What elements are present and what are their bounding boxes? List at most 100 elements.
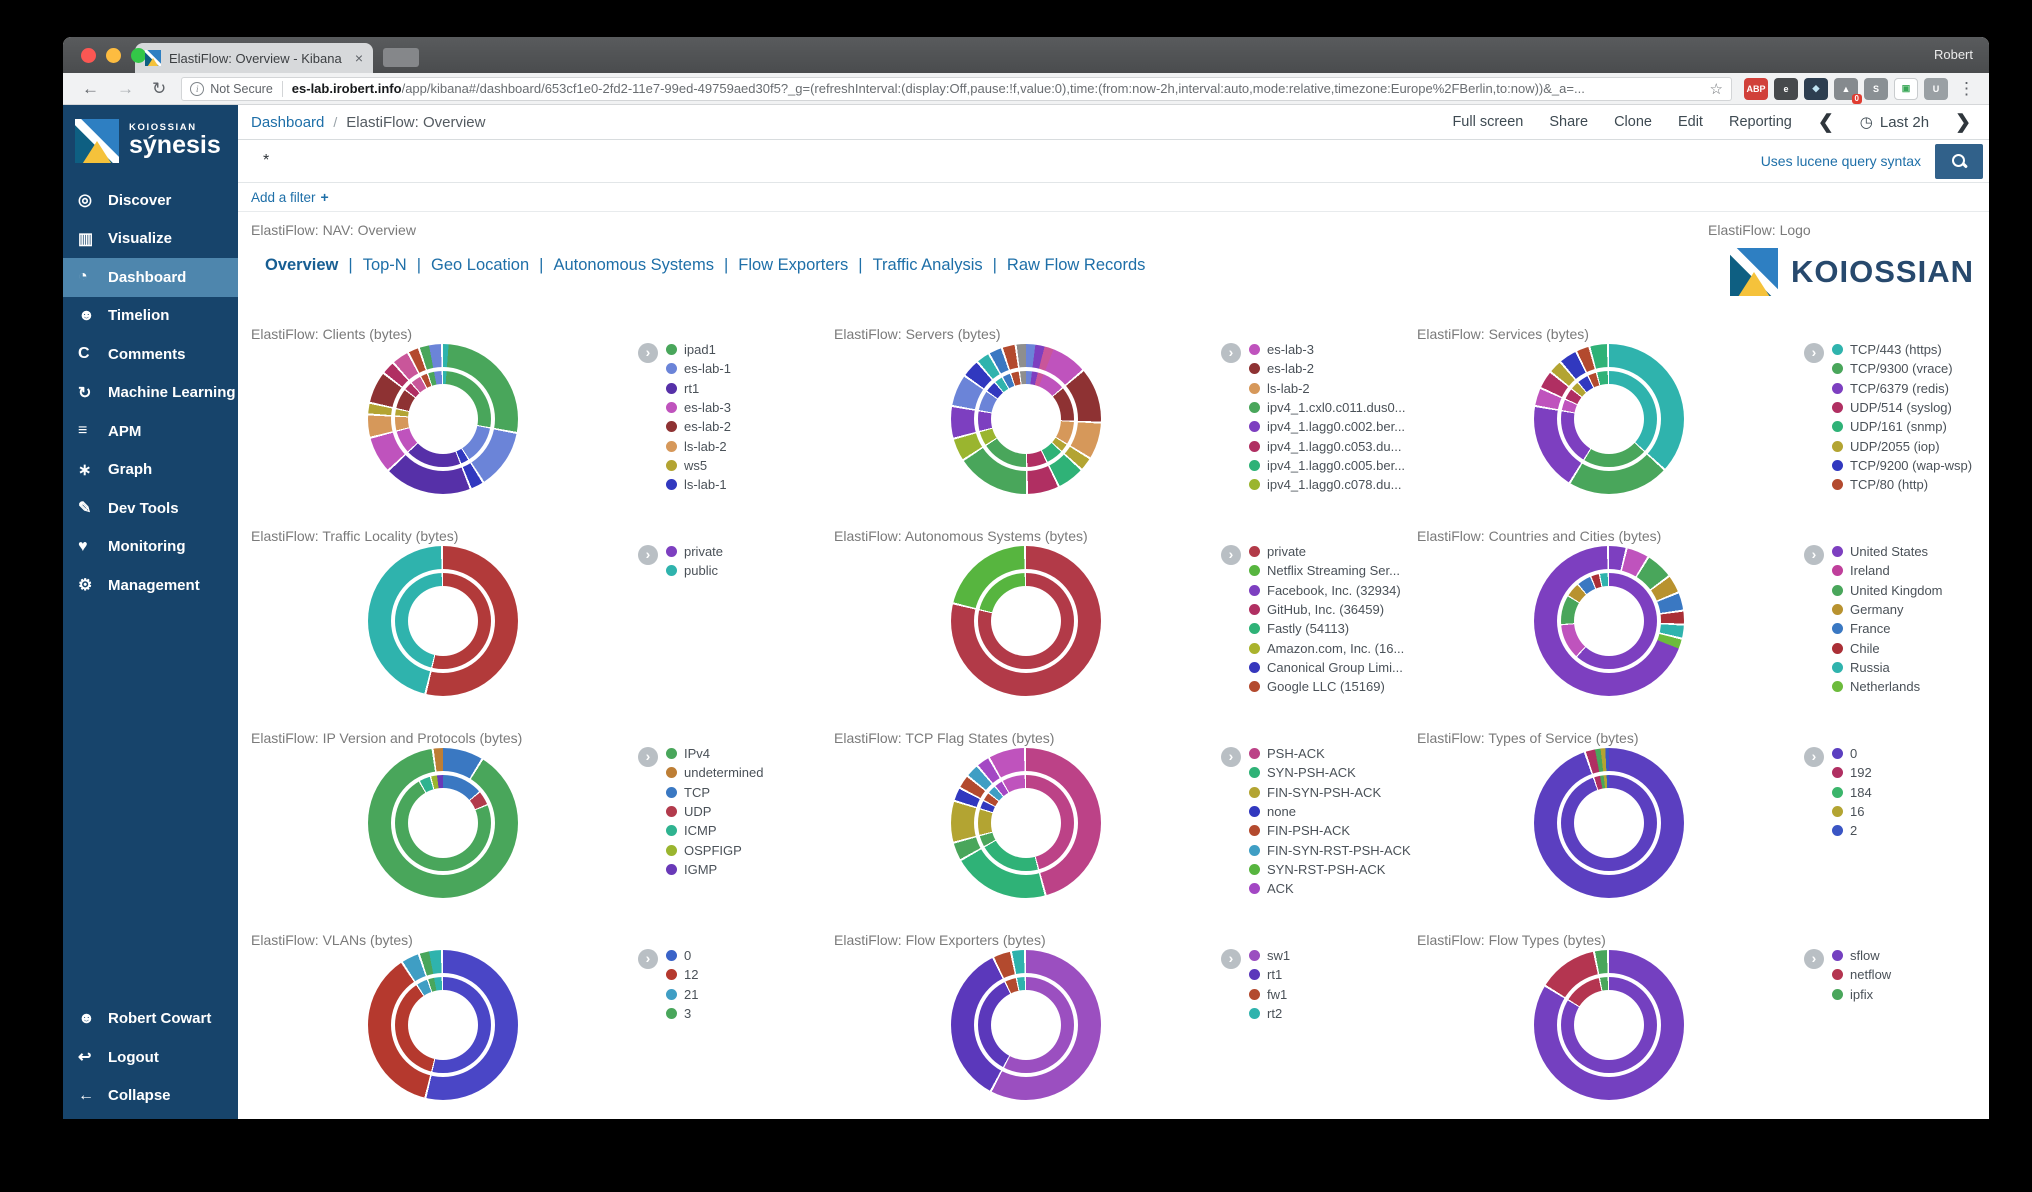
legend-item[interactable]: Chile (1832, 638, 1943, 657)
sidebar-item-machine-learning[interactable]: ↻ Machine Learning (63, 374, 238, 413)
minimize-window-button[interactable] (106, 48, 121, 63)
browser-profile-name[interactable]: Robert (1933, 47, 1973, 62)
reload-icon[interactable]: ↻ (152, 78, 167, 98)
time-picker[interactable]: ◷ Last 2h (1860, 113, 1929, 132)
forward-icon[interactable]: → (117, 78, 134, 98)
donut-chart-flow-types[interactable] (1534, 950, 1684, 1100)
legend-item[interactable]: ipad1 (666, 340, 731, 359)
navlink-flow-exporters[interactable]: Flow Exporters (738, 256, 849, 274)
legend-item[interactable]: TCP/80 (http) (1832, 475, 1972, 494)
sidebar-item-graph[interactable]: ∗ Graph (63, 451, 238, 490)
legend-item[interactable]: TCP (666, 783, 764, 802)
close-window-button[interactable] (81, 48, 96, 63)
legend-item[interactable]: ls-lab-2 (1249, 379, 1406, 398)
sidebar-footer-logout[interactable]: ↩ Logout (63, 1038, 238, 1077)
legend-item[interactable]: Fastly (54113) (1249, 619, 1404, 638)
legend-item[interactable]: IGMP (666, 860, 764, 879)
legend-item[interactable]: TCP/443 (https) (1832, 340, 1972, 359)
navlink-geo-location[interactable]: Geo Location (431, 256, 530, 274)
legend-item[interactable]: OSPFIGP (666, 840, 764, 859)
legend-toggle-icon[interactable]: › (638, 949, 658, 969)
legend-item[interactable]: ipfix (1832, 985, 1891, 1004)
legend-item[interactable]: ipv4_1.lagg0.c053.du... (1249, 436, 1406, 455)
legend-item[interactable]: 3 (666, 1004, 698, 1023)
legend-item[interactable]: ipv4_1.lagg0.c005.ber... (1249, 456, 1406, 475)
legend-item[interactable]: FIN-PSH-ACK (1249, 821, 1411, 840)
legend-item[interactable]: ws5 (666, 456, 731, 475)
extension-screen-capture[interactable]: ▣ (1894, 77, 1918, 100)
legend-item[interactable]: Google LLC (15169) (1249, 677, 1404, 696)
legend-item[interactable]: es-lab-2 (1249, 359, 1406, 378)
legend-item[interactable]: Netflix Streaming Ser... (1249, 561, 1404, 580)
legend-item[interactable]: ipv4_1.cxl0.c011.dus0... (1249, 398, 1406, 417)
time-forward-icon[interactable]: ❯ (1955, 111, 1971, 133)
legend-toggle-icon[interactable]: › (1221, 747, 1241, 767)
legend-item[interactable]: 192 (1832, 763, 1872, 782)
sidebar-item-visualize[interactable]: ▥ Visualize (63, 220, 238, 259)
sidebar-item-discover[interactable]: ◎ Discover (63, 181, 238, 220)
legend-toggle-icon[interactable]: › (1804, 343, 1824, 363)
extension-badge-zero[interactable]: ▲ 0 (1834, 77, 1862, 104)
legend-item[interactable]: TCP/9300 (vrace) (1832, 359, 1972, 378)
donut-chart-clients[interactable] (368, 344, 518, 494)
sidebar-item-dev-tools[interactable]: ✎ Dev Tools (63, 489, 238, 528)
info-icon[interactable]: i (190, 81, 205, 96)
extension-adblock-plus[interactable]: ABP (1744, 77, 1768, 100)
legend-item[interactable]: 16 (1832, 802, 1872, 821)
action-reporting[interactable]: Reporting (1728, 114, 1792, 130)
legend-item[interactable]: private (1249, 542, 1404, 561)
lucene-syntax-link[interactable]: Uses lucene query syntax (1760, 153, 1921, 169)
legend-toggle-icon[interactable]: › (1221, 949, 1241, 969)
action-share[interactable]: Share (1549, 114, 1589, 130)
legend-item[interactable]: France (1832, 619, 1943, 638)
legend-item[interactable]: FIN-SYN-RST-PSH-ACK (1249, 840, 1411, 859)
legend-toggle-icon[interactable]: › (638, 747, 658, 767)
action-full-screen[interactable]: Full screen (1452, 114, 1524, 130)
add-filter-plus-icon[interactable]: + (320, 189, 329, 205)
legend-item[interactable]: 12 (666, 965, 698, 984)
legend-toggle-icon[interactable]: › (1804, 747, 1824, 767)
donut-chart-flow-exporters[interactable] (951, 950, 1101, 1100)
sidebar-item-monitoring[interactable]: ♥ Monitoring (63, 528, 238, 567)
legend-item[interactable]: Amazon.com, Inc. (16... (1249, 638, 1404, 657)
donut-chart-tos[interactable] (1534, 748, 1684, 898)
time-back-icon[interactable]: ❮ (1817, 111, 1834, 133)
new-tab-button[interactable] (383, 48, 419, 67)
sidebar-item-dashboard[interactable]: ◔ Dashboard (63, 258, 238, 297)
legend-toggle-icon[interactable]: › (1221, 545, 1241, 565)
legend-item[interactable]: ACK (1249, 879, 1411, 898)
legend-toggle-icon[interactable]: › (1221, 343, 1241, 363)
legend-item[interactable]: SYN-RST-PSH-ACK (1249, 860, 1411, 879)
navlink-top-n[interactable]: Top-N (362, 256, 407, 274)
legend-item[interactable]: TCP/6379 (redis) (1832, 379, 1972, 398)
extension-evernote[interactable]: e (1774, 77, 1798, 100)
donut-chart-tcp-flags[interactable] (951, 748, 1101, 898)
legend-item[interactable]: UDP/161 (snmp) (1832, 417, 1972, 436)
legend-item[interactable]: netflow (1832, 965, 1891, 984)
legend-item[interactable]: es-lab-3 (666, 398, 731, 417)
legend-item[interactable]: United States (1832, 542, 1943, 561)
legend-item[interactable]: es-lab-1 (666, 359, 731, 378)
legend-item[interactable]: sw1 (1249, 946, 1290, 965)
legend-item[interactable]: 21 (666, 985, 698, 1004)
legend-item[interactable]: none (1249, 802, 1411, 821)
legend-item[interactable]: ls-lab-2 (666, 436, 731, 455)
browser-tab[interactable]: ElastiFlow: Overview - Kibana × (135, 43, 373, 73)
legend-item[interactable]: SYN-PSH-ACK (1249, 763, 1411, 782)
legend-item[interactable]: 184 (1832, 783, 1872, 802)
search-button[interactable] (1935, 143, 1983, 179)
bookmark-star-icon[interactable]: ☆ (1709, 80, 1723, 98)
query-input[interactable]: * (263, 152, 270, 169)
legend-item[interactable]: ipv4_1.lagg0.c002.ber... (1249, 417, 1406, 436)
legend-item[interactable]: UDP/2055 (iop) (1832, 436, 1972, 455)
tab-close-icon[interactable]: × (354, 50, 363, 66)
legend-item[interactable]: UDP/514 (syslog) (1832, 398, 1972, 417)
extension-dark-shield[interactable]: ◆ (1804, 77, 1828, 100)
legend-item[interactable]: rt1 (1249, 965, 1290, 984)
sidebar-item-management[interactable]: ⚙ Management (63, 566, 238, 605)
sidebar-item-timelion[interactable]: ☻ Timelion (63, 297, 238, 336)
back-icon[interactable]: ← (82, 78, 99, 98)
navlink-overview[interactable]: Overview (265, 256, 339, 274)
action-clone[interactable]: Clone (1614, 114, 1652, 130)
legend-item[interactable]: Facebook, Inc. (32934) (1249, 581, 1404, 600)
